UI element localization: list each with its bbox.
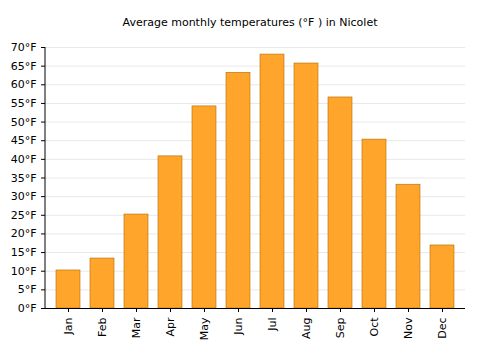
svg-text:15°F: 15°F bbox=[11, 246, 37, 259]
html-text:Average monthly temperatures (: Average monthly temperatures (°F ) in Ni… bbox=[122, 16, 378, 29]
svg-text:5°F: 5°F bbox=[18, 283, 37, 296]
svg-text:70°F: 70°F bbox=[11, 41, 37, 54]
svg-text:60°F: 60°F bbox=[11, 78, 37, 91]
svg-text:55°F: 55°F bbox=[11, 97, 37, 110]
svg-text:10°F: 10°F bbox=[11, 265, 37, 278]
svg-text:Jul: Jul bbox=[266, 318, 279, 332]
svg-text:45°F: 45°F bbox=[11, 134, 37, 147]
svg-text:Jun: Jun bbox=[232, 317, 245, 335]
svg-text:Feb: Feb bbox=[96, 317, 109, 336]
svg-text:0°F: 0°F bbox=[18, 302, 37, 315]
svg-text:Apr: Apr bbox=[164, 317, 177, 337]
svg-text:Oct: Oct bbox=[368, 317, 381, 337]
svg-text:35°F: 35°F bbox=[11, 172, 37, 185]
svg-text:50°F: 50°F bbox=[11, 116, 37, 129]
svg-text:Sep: Sep bbox=[334, 317, 347, 338]
svg-text:Jan: Jan bbox=[62, 317, 75, 335]
svg-text:65°F: 65°F bbox=[11, 60, 37, 73]
svg-text:30°F: 30°F bbox=[11, 190, 37, 203]
svg-text:Dec: Dec bbox=[436, 318, 449, 339]
svg-text:25°F: 25°F bbox=[11, 209, 37, 222]
svg-text:Nov: Nov bbox=[402, 317, 415, 339]
svg-text:40°F: 40°F bbox=[11, 153, 37, 166]
svg-text:20°F: 20°F bbox=[11, 227, 37, 240]
svg-text:Aug: Aug bbox=[300, 318, 313, 339]
svg-text:May: May bbox=[198, 317, 211, 340]
svg-text:Mar: Mar bbox=[130, 317, 143, 338]
